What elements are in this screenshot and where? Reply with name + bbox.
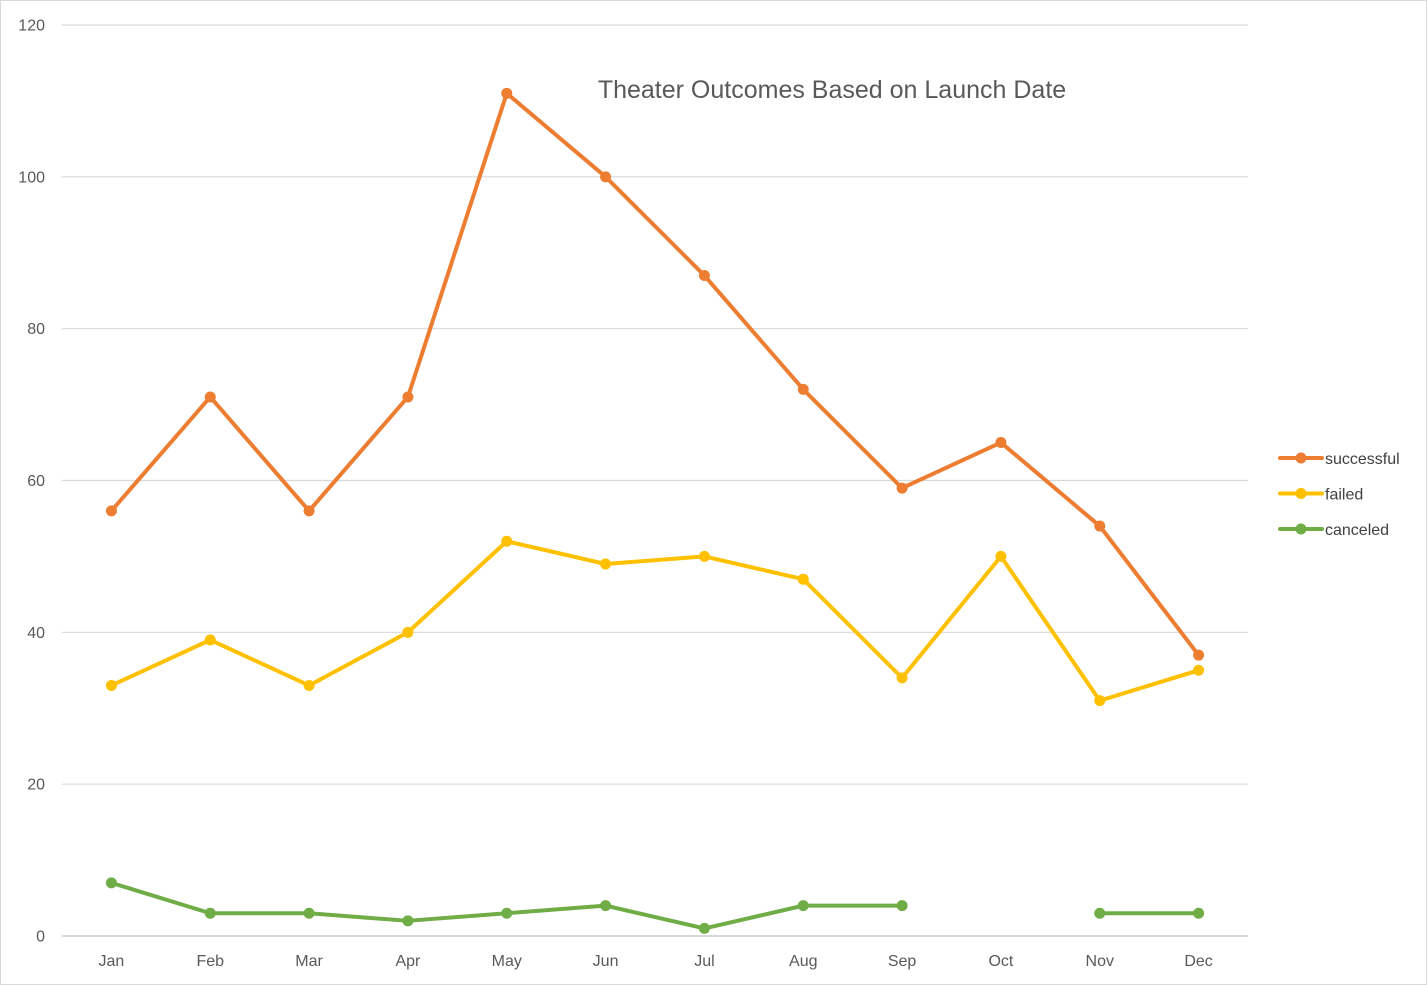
data-point-canceled[interactable] <box>1094 907 1106 919</box>
data-point-canceled[interactable] <box>204 907 216 919</box>
legend-label: successful <box>1325 451 1400 468</box>
data-point-canceled[interactable] <box>105 877 117 889</box>
data-point-failed[interactable] <box>1193 664 1205 676</box>
data-point-canceled[interactable] <box>797 900 809 912</box>
data-point-successful[interactable] <box>1193 649 1205 661</box>
data-point-successful[interactable] <box>204 391 216 403</box>
legend-swatch-marker <box>1295 452 1307 464</box>
data-point-successful[interactable] <box>797 383 809 395</box>
x-tick-label: May <box>492 953 522 970</box>
data-point-successful[interactable] <box>698 270 710 282</box>
x-axis-ticks: Jan Feb Mar Apr May Jun Jul Aug Sep Oct Nov Dec <box>99 953 1213 970</box>
legend-label: failed <box>1325 487 1363 504</box>
series-line-canceled <box>109 880 905 931</box>
data-point-failed[interactable] <box>1094 695 1106 707</box>
x-tick-label: Aug <box>789 953 817 970</box>
series-successful <box>105 87 1205 661</box>
gridlines <box>62 24 1248 937</box>
x-tick-label: Sep <box>888 953 917 970</box>
x-tick-label: Dec <box>1184 953 1212 970</box>
y-tick-label: 120 <box>18 18 45 35</box>
series-line-failed <box>109 539 1201 703</box>
x-tick-label: Jun <box>593 953 619 970</box>
y-tick-label: 60 <box>27 473 45 490</box>
x-tick-label: Mar <box>295 953 323 970</box>
data-point-successful[interactable] <box>995 437 1007 449</box>
data-point-failed[interactable] <box>698 550 710 562</box>
x-tick-label: Oct <box>988 953 1013 970</box>
x-tick-label: Nov <box>1086 953 1114 970</box>
series-canceled <box>105 877 1205 934</box>
legend-label: canceled <box>1325 522 1389 539</box>
chart-title: Theater Outcomes Based on Launch Date <box>598 76 1066 104</box>
data-point-failed[interactable] <box>797 573 809 585</box>
legend-swatch-marker <box>1295 523 1307 535</box>
x-tick-label: Jan <box>99 953 125 970</box>
x-tick-label: Apr <box>395 953 421 970</box>
data-point-failed[interactable] <box>303 679 315 691</box>
y-tick-label: 20 <box>27 777 45 794</box>
data-point-successful[interactable] <box>1094 520 1106 532</box>
legend[interactable]: successful failed canceled <box>1278 451 1400 539</box>
data-point-successful[interactable] <box>105 505 117 517</box>
data-point-failed[interactable] <box>600 558 612 570</box>
y-tick-label: 40 <box>27 625 45 642</box>
data-point-canceled[interactable] <box>896 900 908 912</box>
y-axis-ticks: 0 20 40 60 80 100 120 <box>18 18 45 946</box>
data-point-failed[interactable] <box>995 550 1007 562</box>
data-point-successful[interactable] <box>303 505 315 517</box>
data-point-canceled[interactable] <box>698 922 710 934</box>
legend-swatch-marker <box>1295 488 1307 499</box>
series-failed <box>105 535 1205 707</box>
data-point-failed[interactable] <box>402 626 414 638</box>
series-line-successful <box>109 91 1201 658</box>
legend-item-canceled[interactable]: canceled <box>1278 522 1389 539</box>
y-tick-label: 0 <box>36 929 45 946</box>
data-point-successful[interactable] <box>402 391 414 403</box>
data-point-failed[interactable] <box>204 634 216 646</box>
series-lines <box>105 87 1205 934</box>
data-point-canceled[interactable] <box>303 907 315 919</box>
y-tick-label: 100 <box>18 169 45 186</box>
data-point-failed[interactable] <box>501 535 513 547</box>
data-point-successful[interactable] <box>896 482 908 494</box>
data-point-successful[interactable] <box>600 171 612 183</box>
data-point-failed[interactable] <box>105 679 117 691</box>
data-point-canceled[interactable] <box>1193 907 1205 919</box>
data-point-canceled[interactable] <box>402 915 414 927</box>
legend-item-failed[interactable]: failed <box>1278 487 1363 504</box>
y-tick-label: 80 <box>27 321 45 338</box>
x-tick-label: Jul <box>694 953 714 970</box>
data-point-canceled[interactable] <box>600 900 612 912</box>
data-point-successful[interactable] <box>501 87 513 99</box>
x-tick-label: Feb <box>196 953 224 970</box>
legend-item-successful[interactable]: successful <box>1278 451 1400 468</box>
data-point-failed[interactable] <box>896 672 908 684</box>
data-point-canceled[interactable] <box>501 907 513 919</box>
